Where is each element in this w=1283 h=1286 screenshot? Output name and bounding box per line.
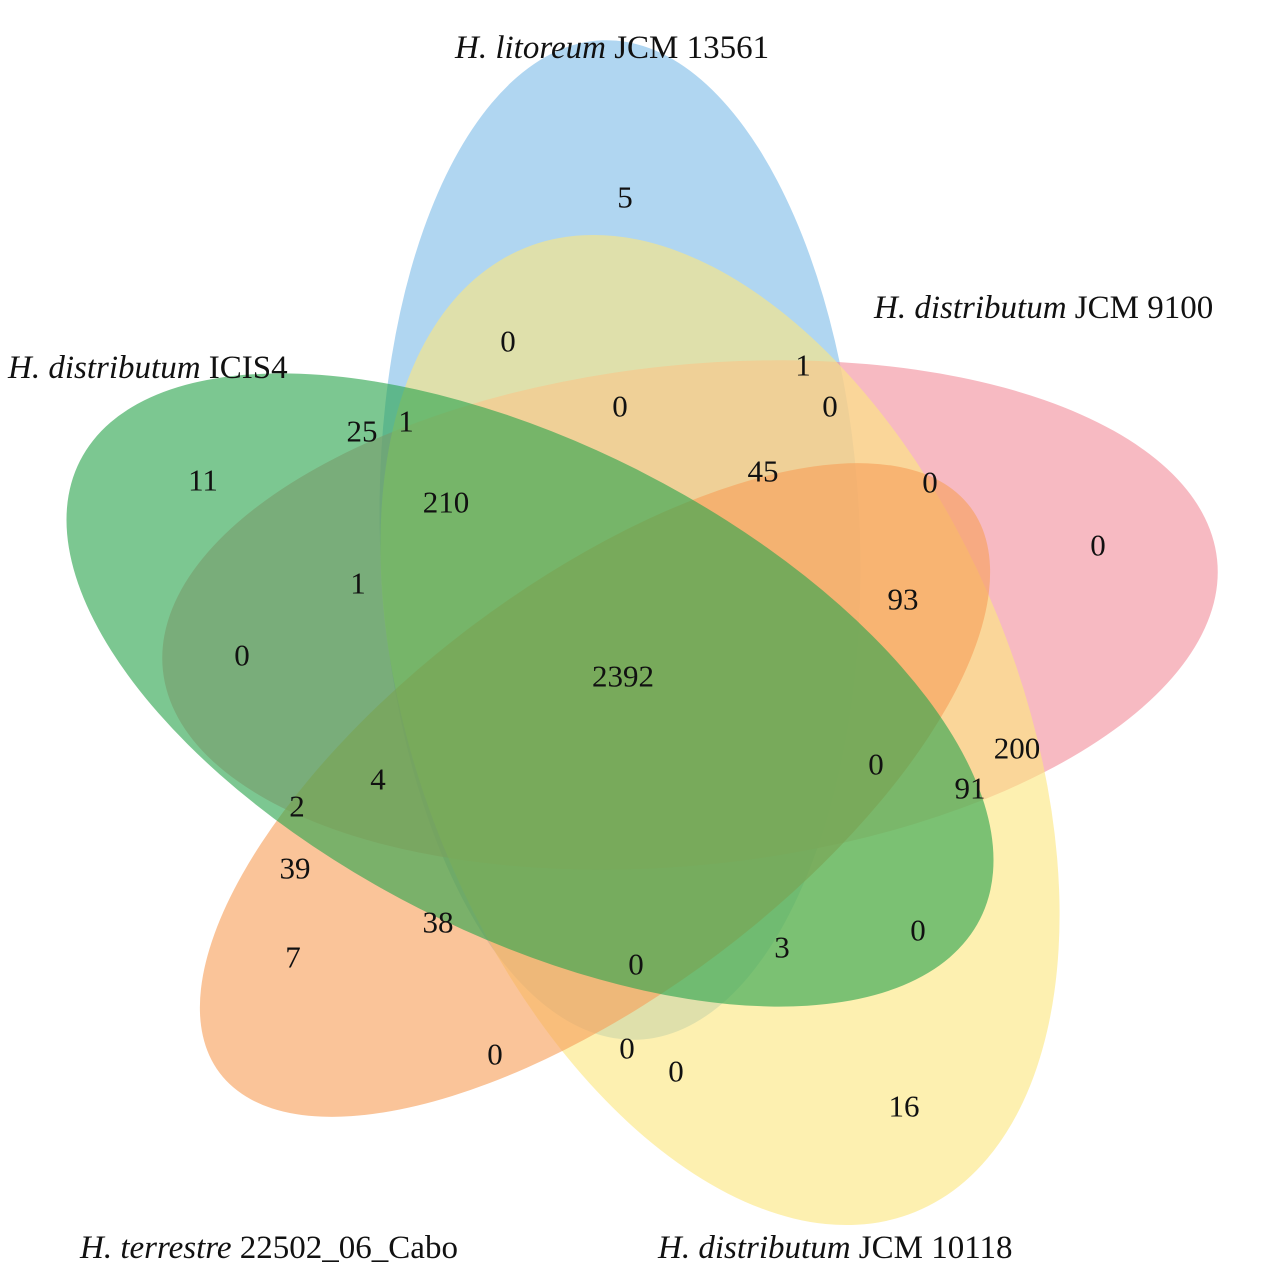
set-label-dist9100: H. distributum JCM 9100 [874, 290, 1214, 326]
region-count: 210 [423, 485, 470, 520]
set-label-dist10118: H. distributum JCM 10118 [658, 1230, 1013, 1266]
region-count: 38 [423, 905, 454, 940]
region-count: 0 [487, 1037, 503, 1072]
region-count: 0 [922, 465, 938, 500]
set-ellipses [66, 40, 1218, 1226]
region-count: 93 [888, 582, 919, 617]
region-count: 0 [619, 1031, 635, 1066]
region-count: 1 [398, 404, 414, 439]
region-count: 0 [1090, 528, 1106, 563]
region-count: 0 [910, 913, 926, 948]
region-count: 0 [234, 638, 250, 673]
region-count: 45 [748, 454, 779, 489]
region-count: 16 [889, 1089, 920, 1124]
region-count: 91 [955, 771, 986, 806]
region-count: 39 [280, 851, 311, 886]
region-count: 25 [347, 414, 378, 449]
region-count: 2 [289, 789, 305, 824]
region-count: 5 [617, 180, 633, 215]
region-count: 0 [500, 324, 516, 359]
region-count: 0 [628, 947, 644, 982]
set-ellipse-icis4 [66, 373, 994, 1007]
region-count: 7 [285, 940, 301, 975]
set-label-litoreum: H. litoreum JCM 13561 [455, 30, 770, 66]
region-count: 3 [774, 930, 790, 965]
set-label-icis4: H. distributum ICIS4 [8, 350, 288, 386]
region-count: 0 [612, 389, 628, 424]
region-count: 200 [994, 731, 1041, 766]
region-count: 11 [188, 463, 218, 498]
region-count: 0 [822, 389, 838, 424]
region-count: 1 [795, 348, 811, 383]
region-count: 0 [868, 747, 884, 782]
region-count: 4 [370, 762, 386, 797]
region-count: 2392 [592, 659, 654, 694]
region-count: 1 [350, 566, 366, 601]
region-count: 0 [668, 1054, 684, 1089]
set-label-terrestre: H. terrestre 22502_06_Cabo [80, 1230, 458, 1266]
